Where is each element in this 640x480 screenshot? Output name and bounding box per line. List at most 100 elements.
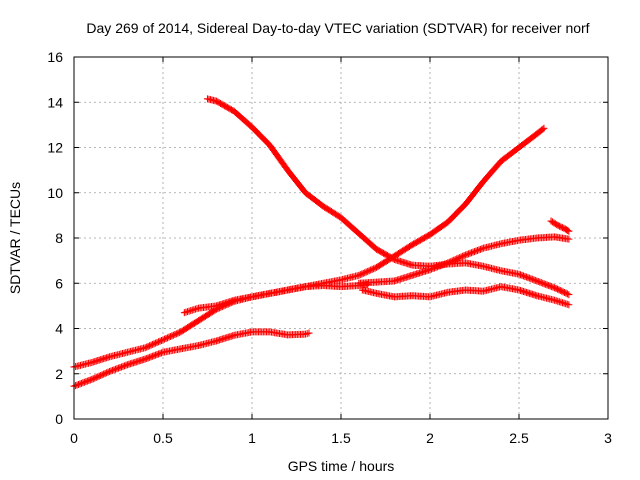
- data-point: [103, 369, 111, 377]
- data-point: [435, 262, 443, 270]
- data-point: [543, 281, 551, 289]
- data-point: [153, 351, 161, 359]
- data-point: [368, 265, 376, 273]
- data-point: [301, 330, 309, 338]
- data-point: [86, 376, 94, 384]
- y-tick-label: 14: [47, 94, 63, 110]
- data-point: [359, 269, 367, 277]
- data-point: [73, 381, 81, 389]
- data-point: [104, 368, 112, 376]
- data-point: [565, 301, 573, 309]
- data-point: [549, 283, 557, 291]
- data-point: [76, 380, 84, 388]
- data-point: [454, 254, 462, 262]
- x-axis-label: GPS time / hours: [288, 458, 395, 474]
- data-point: [469, 248, 477, 256]
- data-point: [100, 370, 108, 378]
- data-point: [438, 261, 446, 269]
- data-point: [542, 280, 550, 288]
- data-point: [528, 275, 536, 283]
- data-point: [524, 274, 532, 282]
- data-point: [370, 265, 378, 273]
- data-point: [515, 270, 523, 278]
- data-point: [439, 261, 447, 269]
- data-point: [74, 380, 82, 388]
- data-point: [171, 331, 179, 339]
- data-point: [533, 277, 541, 285]
- data-point: [165, 333, 173, 341]
- data-point: [91, 374, 99, 382]
- data-point: [362, 268, 370, 276]
- data-point: [436, 262, 444, 270]
- data-point: [80, 378, 88, 386]
- data-point: [146, 353, 154, 361]
- data-point: [120, 362, 128, 370]
- data-point: [466, 249, 474, 257]
- data-point: [540, 280, 548, 288]
- data-point: [155, 350, 163, 358]
- data-point: [305, 329, 313, 337]
- data-point: [156, 337, 164, 345]
- data-point: [519, 272, 527, 280]
- data-point: [427, 265, 435, 273]
- x-tick-label: 0.5: [153, 430, 173, 446]
- data-point: [465, 250, 473, 258]
- y-tick-label: 10: [47, 185, 63, 201]
- data-point: [444, 259, 452, 267]
- data-point: [358, 270, 366, 278]
- data-point: [79, 379, 87, 387]
- data-point: [460, 252, 468, 260]
- data-point: [429, 265, 437, 273]
- data-point: [527, 275, 535, 283]
- data-point: [174, 329, 182, 337]
- data-point: [115, 364, 122, 372]
- series: [70, 328, 313, 390]
- data-point: [537, 279, 545, 287]
- data-point: [98, 371, 106, 379]
- data-point: [478, 245, 486, 253]
- data-point: [144, 342, 152, 350]
- data-point: [169, 331, 177, 339]
- data-point: [143, 354, 151, 362]
- chart-title: Day 269 of 2014, Sidereal Day-to-day VTE…: [86, 20, 589, 36]
- data-point: [468, 249, 476, 257]
- data-point: [450, 256, 458, 264]
- data-point: [172, 330, 180, 338]
- data-point: [521, 272, 529, 280]
- data-point: [462, 251, 470, 259]
- data-point: [166, 333, 174, 341]
- data-point: [536, 278, 544, 286]
- data-point: [432, 263, 440, 271]
- y-tick-label: 8: [55, 230, 63, 246]
- data-point: [112, 365, 120, 373]
- data-point: [546, 282, 554, 290]
- data-point: [156, 349, 164, 357]
- data-point: [534, 278, 542, 286]
- series: [547, 217, 573, 235]
- data-point: [152, 351, 160, 359]
- data-point: [83, 377, 91, 385]
- data-point: [565, 227, 573, 235]
- data-point: [459, 252, 467, 260]
- data-point: [163, 334, 171, 342]
- data-point: [109, 366, 117, 374]
- data-point: [147, 341, 155, 349]
- data-point: [150, 352, 158, 360]
- data-point: [116, 364, 124, 372]
- data-point: [95, 372, 103, 380]
- data-point: [457, 253, 465, 261]
- data-point: [147, 353, 155, 361]
- data-point: [540, 124, 548, 132]
- y-tick-label: 0: [55, 411, 63, 427]
- data-point: [149, 352, 157, 360]
- x-tick-label: 2: [426, 430, 434, 446]
- data-point: [168, 332, 176, 340]
- data-point: [106, 367, 114, 375]
- data-point: [150, 340, 158, 348]
- data-point: [162, 334, 170, 342]
- data-point: [445, 258, 453, 266]
- data-point: [364, 267, 372, 275]
- x-tick-label: 1: [248, 430, 256, 446]
- data-point: [89, 375, 97, 383]
- data-point: [525, 274, 533, 282]
